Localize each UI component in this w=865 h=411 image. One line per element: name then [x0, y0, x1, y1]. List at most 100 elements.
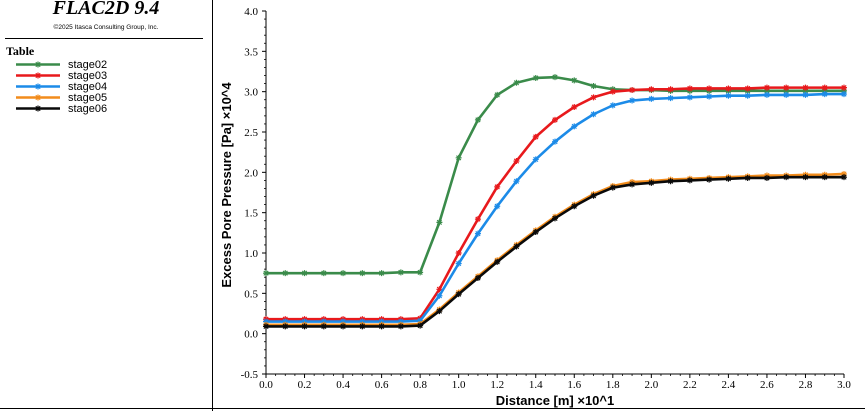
data-point-stage03: [590, 94, 597, 101]
data-point-stage06: [706, 176, 713, 183]
data-point-stage02: [532, 74, 539, 81]
data-point-stage03: [552, 116, 558, 123]
data-point-stage06: [455, 291, 462, 298]
x-tick-label: 2.2: [683, 379, 697, 391]
data-point-stage04: [320, 318, 327, 325]
data-point-stage06: [821, 174, 828, 181]
legend-swatch-stage06: [16, 105, 60, 112]
data-point-stage03: [474, 216, 481, 223]
data-point-stage03: [802, 84, 809, 91]
data-point-stage04: [783, 91, 790, 98]
data-point-stage04: [744, 92, 751, 99]
y-axis-title: Excess Pore Pressure [Pa] ×10^4: [219, 82, 234, 288]
series-stage06: [263, 174, 847, 330]
data-point-stage02: [802, 87, 809, 94]
data-point-stage04: [821, 91, 828, 98]
data-point-stage03: [744, 85, 751, 92]
data-point-stage04: [417, 317, 424, 324]
data-point-stage04: [455, 260, 462, 267]
data-point-stage03: [571, 103, 578, 110]
data-point-stage02: [282, 270, 289, 277]
data-point-stage06: [783, 174, 790, 181]
data-point-stage02: [494, 91, 501, 98]
data-point-stage06: [378, 323, 385, 330]
data-point-stage02: [455, 154, 462, 161]
x-tick-label: 2.8: [799, 379, 813, 391]
x-tick-label: 1.4: [529, 379, 543, 391]
data-point-stage06: [725, 175, 732, 182]
legend-swatch-marker: [35, 72, 41, 79]
legend-label: stage03: [68, 69, 108, 82]
data-point-stage02: [436, 219, 443, 226]
data-point-stage04: [706, 93, 713, 100]
series-stage03: [263, 84, 847, 323]
series-stage04: [263, 91, 847, 325]
legend-item-stage03[interactable]: stage03: [14, 69, 108, 82]
data-point-stage03: [667, 86, 674, 93]
data-point-stage06: [744, 174, 751, 181]
chart-plot: 0.0 0.2 0.4 0.6 0.8 1.0 1.2 1.4 1.6 1.8 2.0 2.2 2.4 2…: [219, 6, 851, 408]
data-point-stage04: [436, 292, 443, 299]
data-point-stage06: [571, 203, 578, 210]
legend-swatch-marker: [35, 105, 41, 112]
data-point-stage03: [648, 86, 655, 93]
data-point-stage02: [590, 83, 597, 90]
data-point-stage06: [763, 174, 770, 181]
data-point-stage06: [532, 229, 539, 236]
data-point-stage06: [263, 323, 269, 330]
legend-item-stage04[interactable]: stage04: [14, 81, 107, 93]
data-point-stage03: [783, 84, 790, 91]
x-tick-label: 1.2: [490, 379, 504, 391]
data-point-stage04: [763, 91, 770, 98]
data-point-stage06: [301, 323, 308, 330]
y-tick-label: 3.0: [244, 87, 258, 99]
legend-swatch-stage02: [16, 61, 60, 68]
y-tick-label: 0.5: [244, 288, 258, 300]
x-tick-label: 0.0: [259, 379, 273, 391]
data-point-stage04: [359, 318, 366, 325]
x-tick-label: 0.6: [375, 379, 389, 391]
data-point-stage06: [474, 275, 481, 282]
data-point-stage06: [841, 174, 847, 181]
legend-item-stage05[interactable]: stage05: [14, 92, 107, 104]
bottom-border: [0, 408, 865, 409]
data-point-stage04: [667, 95, 674, 102]
data-point-stage04: [474, 230, 481, 237]
legend-label: stage06: [68, 102, 108, 115]
data-point-stage04: [397, 318, 404, 325]
data-point-stage03: [763, 84, 770, 91]
y-tick-label: 3.5: [244, 46, 258, 58]
data-point-stage03: [821, 84, 828, 91]
data-point-stage04: [725, 92, 732, 99]
legend-item-stage06[interactable]: stage06: [14, 102, 108, 115]
data-point-stage02: [474, 116, 481, 123]
data-point-stage03: [686, 85, 693, 92]
data-point-stage04: [340, 318, 347, 325]
y-tick-label: -0.5: [241, 369, 259, 381]
legend-swatch-stage03: [16, 72, 60, 79]
data-point-stage04: [686, 94, 693, 101]
data-point-stage06: [686, 177, 693, 184]
data-point-stage04: [648, 95, 655, 102]
data-point-stage03: [725, 85, 732, 92]
data-point-stage02: [340, 270, 347, 277]
legend-swatch-stage04: [16, 83, 60, 90]
data-point-stage06: [629, 181, 636, 188]
data-point-stage03: [706, 85, 713, 92]
x-tick-label: 3.0: [837, 379, 851, 391]
data-point-stage04: [378, 318, 385, 325]
copyright-notice: ©2025 Itasca Consulting Group, Inc.: [53, 24, 159, 31]
legend-list: stage02 stage03 stage04 stage05 stage06: [14, 59, 108, 115]
x-tick-label: 1.6: [567, 379, 581, 391]
legend-panel: FLAC2D 9.4 ©2025 Itasca Consulting Group…: [0, 0, 212, 411]
data-point-stage03: [841, 84, 847, 91]
series-stage05: [263, 170, 847, 328]
legend-swatch-marker: [35, 61, 41, 68]
data-point-stage04: [263, 318, 269, 325]
title-divider: [5, 38, 203, 39]
series-line-stage05: [266, 172, 845, 327]
data-point-stage06: [494, 258, 501, 265]
legend-item-stage02[interactable]: stage02: [14, 59, 107, 71]
data-point-stage03: [609, 88, 616, 95]
x-tick-label: 2.6: [760, 379, 774, 391]
